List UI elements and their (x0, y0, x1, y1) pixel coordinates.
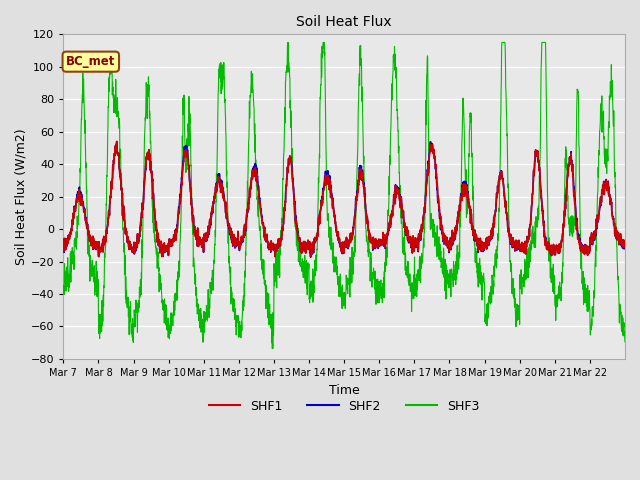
Text: BC_met: BC_met (66, 55, 115, 68)
Y-axis label: Soil Heat Flux (W/m2): Soil Heat Flux (W/m2) (15, 128, 28, 265)
Title: Soil Heat Flux: Soil Heat Flux (296, 15, 392, 29)
X-axis label: Time: Time (329, 384, 360, 396)
Legend: SHF1, SHF2, SHF3: SHF1, SHF2, SHF3 (204, 395, 484, 418)
